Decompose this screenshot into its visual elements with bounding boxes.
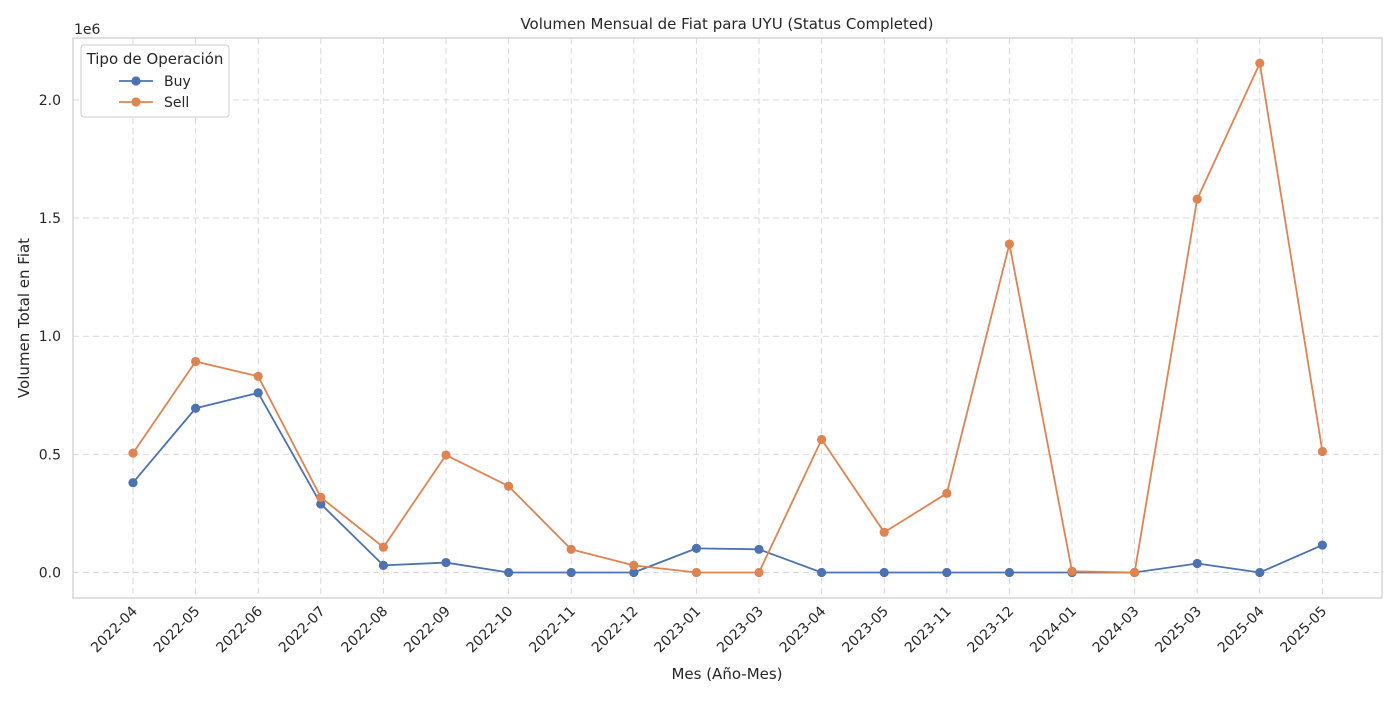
data-point <box>253 371 263 381</box>
x-tick-label: 2022-12 <box>589 604 642 657</box>
x-tick-label: 2022-07 <box>276 604 329 657</box>
legend-marker <box>131 76 141 86</box>
data-point <box>1130 567 1140 578</box>
x-tick-label: 2023-12 <box>965 604 1018 657</box>
data-point <box>128 478 138 488</box>
data-point <box>1004 239 1015 249</box>
data-point <box>942 567 952 578</box>
x-tick-label: 2025-04 <box>1215 603 1268 656</box>
x-tick-label: 2022-04 <box>88 603 141 656</box>
data-point <box>879 527 889 537</box>
x-axis-label: Mes (Año-Mes) <box>671 665 782 683</box>
data-point <box>1192 194 1202 204</box>
data-point <box>691 543 702 553</box>
x-tick-label: 2024-01 <box>1027 604 1080 657</box>
series-line <box>132 62 1324 574</box>
x-tick-label: 2022-09 <box>401 604 454 657</box>
data-point <box>566 544 576 554</box>
data-point <box>191 356 201 367</box>
x-tick-label: 2022-05 <box>151 604 204 657</box>
x-tick-label: 2022-08 <box>339 604 392 657</box>
data-point <box>316 492 326 502</box>
data-point <box>191 403 201 413</box>
data-point <box>942 488 952 498</box>
y-tick-label: 1.5 <box>39 211 61 227</box>
data-point <box>378 560 388 570</box>
legend-label: Buy <box>164 74 191 90</box>
x-tick-label: 2024-03 <box>1090 604 1143 657</box>
series-sell <box>128 58 1327 578</box>
chart-title: Volumen Mensual de Fiat para UYU (Status… <box>520 15 933 33</box>
y-tick-label: 0.0 <box>39 565 61 581</box>
data-point <box>1317 540 1327 550</box>
legend-box <box>80 44 230 118</box>
data-point <box>441 450 451 460</box>
y-tick-label: 2.0 <box>39 93 61 109</box>
data-point <box>879 567 889 578</box>
data-point <box>504 481 514 491</box>
legend: Tipo de Operación Buy Sell <box>80 44 230 118</box>
x-tick-label: 2025-05 <box>1278 604 1331 657</box>
data-point <box>1317 446 1327 457</box>
data-point <box>629 567 639 578</box>
data-point <box>1255 567 1265 578</box>
data-point <box>817 434 827 445</box>
data-point <box>629 560 639 570</box>
series-layer <box>128 58 1327 578</box>
data-point <box>504 567 514 578</box>
data-point <box>691 567 702 578</box>
y-axis-offset-text: 1e6 <box>74 22 101 38</box>
legend-marker <box>131 97 141 107</box>
series-line <box>132 392 1323 574</box>
x-tick-label: 2023-05 <box>839 604 892 657</box>
data-point <box>754 567 764 578</box>
y-axis-ticks: 0.0 0.5 1.0 1.5 2.0 <box>39 93 61 582</box>
data-point <box>1255 58 1265 68</box>
plot-frame <box>72 37 1383 599</box>
data-point <box>817 567 827 578</box>
x-tick-label: 2022-11 <box>526 604 579 657</box>
data-point <box>566 567 576 578</box>
data-point <box>316 499 326 509</box>
data-point <box>754 544 764 554</box>
x-tick-label: 2022-06 <box>213 603 266 656</box>
x-tick-label: 2023-11 <box>902 604 955 657</box>
data-point <box>1192 558 1202 569</box>
legend-title: Tipo de Operación <box>86 50 224 68</box>
data-point <box>441 557 451 568</box>
legend-items: Buy Sell <box>119 74 191 111</box>
y-tick-label: 0.5 <box>39 447 61 463</box>
x-tick-label: 2022-10 <box>464 604 517 657</box>
data-point <box>378 542 388 552</box>
y-tick-label: 1.0 <box>39 329 61 345</box>
x-tick-label: 2025-03 <box>1152 604 1205 657</box>
x-tick-label: 2023-01 <box>652 604 705 657</box>
data-point <box>128 448 138 458</box>
y-axis-label: Volumen Total en Fiat <box>15 238 33 398</box>
x-tick-label: 2023-03 <box>714 604 767 657</box>
x-tick-label: 2023-04 <box>777 603 830 656</box>
data-point <box>1067 566 1077 576</box>
grid <box>73 38 1382 598</box>
series-buy <box>128 388 1327 578</box>
x-axis-ticks: 2022-04 2022-05 2022-06 2022-07 2022-08 2022-… <box>88 603 1330 656</box>
data-point <box>1004 567 1015 578</box>
legend-label: Sell <box>164 95 189 111</box>
data-point <box>253 388 263 398</box>
